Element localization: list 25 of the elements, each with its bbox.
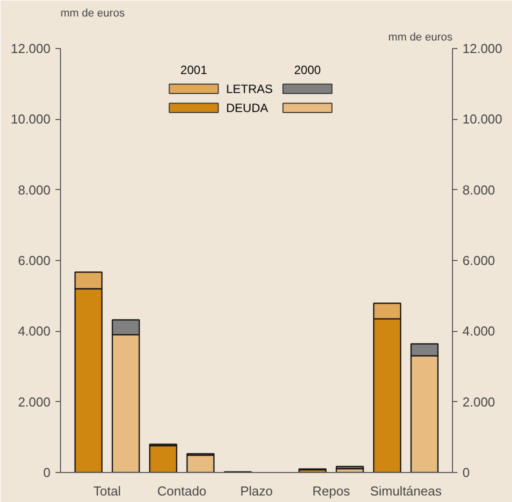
legend-label: LETRAS [226, 82, 273, 96]
y-tick-label: 12.000 [10, 41, 51, 56]
x-tick-label: Total [93, 484, 122, 498]
annotation: 2000 [294, 63, 322, 78]
y-tick-label: 10.000 [10, 112, 51, 127]
y-tick-label: 8.000 [18, 182, 51, 198]
x-tick-label: Repos [312, 484, 350, 498]
x-tick-label: Contado [157, 484, 206, 498]
x-tick-label: Simultáneas [370, 484, 442, 498]
legend-label: DEUDA [226, 100, 268, 115]
y2-tick-label: 6.000 [462, 253, 496, 268]
annotation: 2001 [180, 63, 208, 78]
y2-tick-label: 2.000 [462, 394, 496, 410]
y2-tick-label: 8.000 [462, 182, 496, 198]
y2-tick-label: 12.000 [462, 41, 502, 56]
y2-tick-label: 0 [462, 465, 470, 480]
y-tick-label: 4.000 [18, 324, 51, 339]
y2-tick-label: 4.000 [462, 324, 496, 339]
y2-axis-title: mm de euros [388, 32, 453, 44]
y-axis-title: mm de euros [60, 8, 126, 20]
y2-tick-label: 10.000 [462, 112, 502, 127]
y-tick-label: 2.000 [18, 394, 51, 410]
y-tick-label: 6.000 [18, 253, 51, 268]
x-tick-label: Plazo [240, 484, 273, 498]
y-tick-label: 0 [43, 465, 51, 480]
